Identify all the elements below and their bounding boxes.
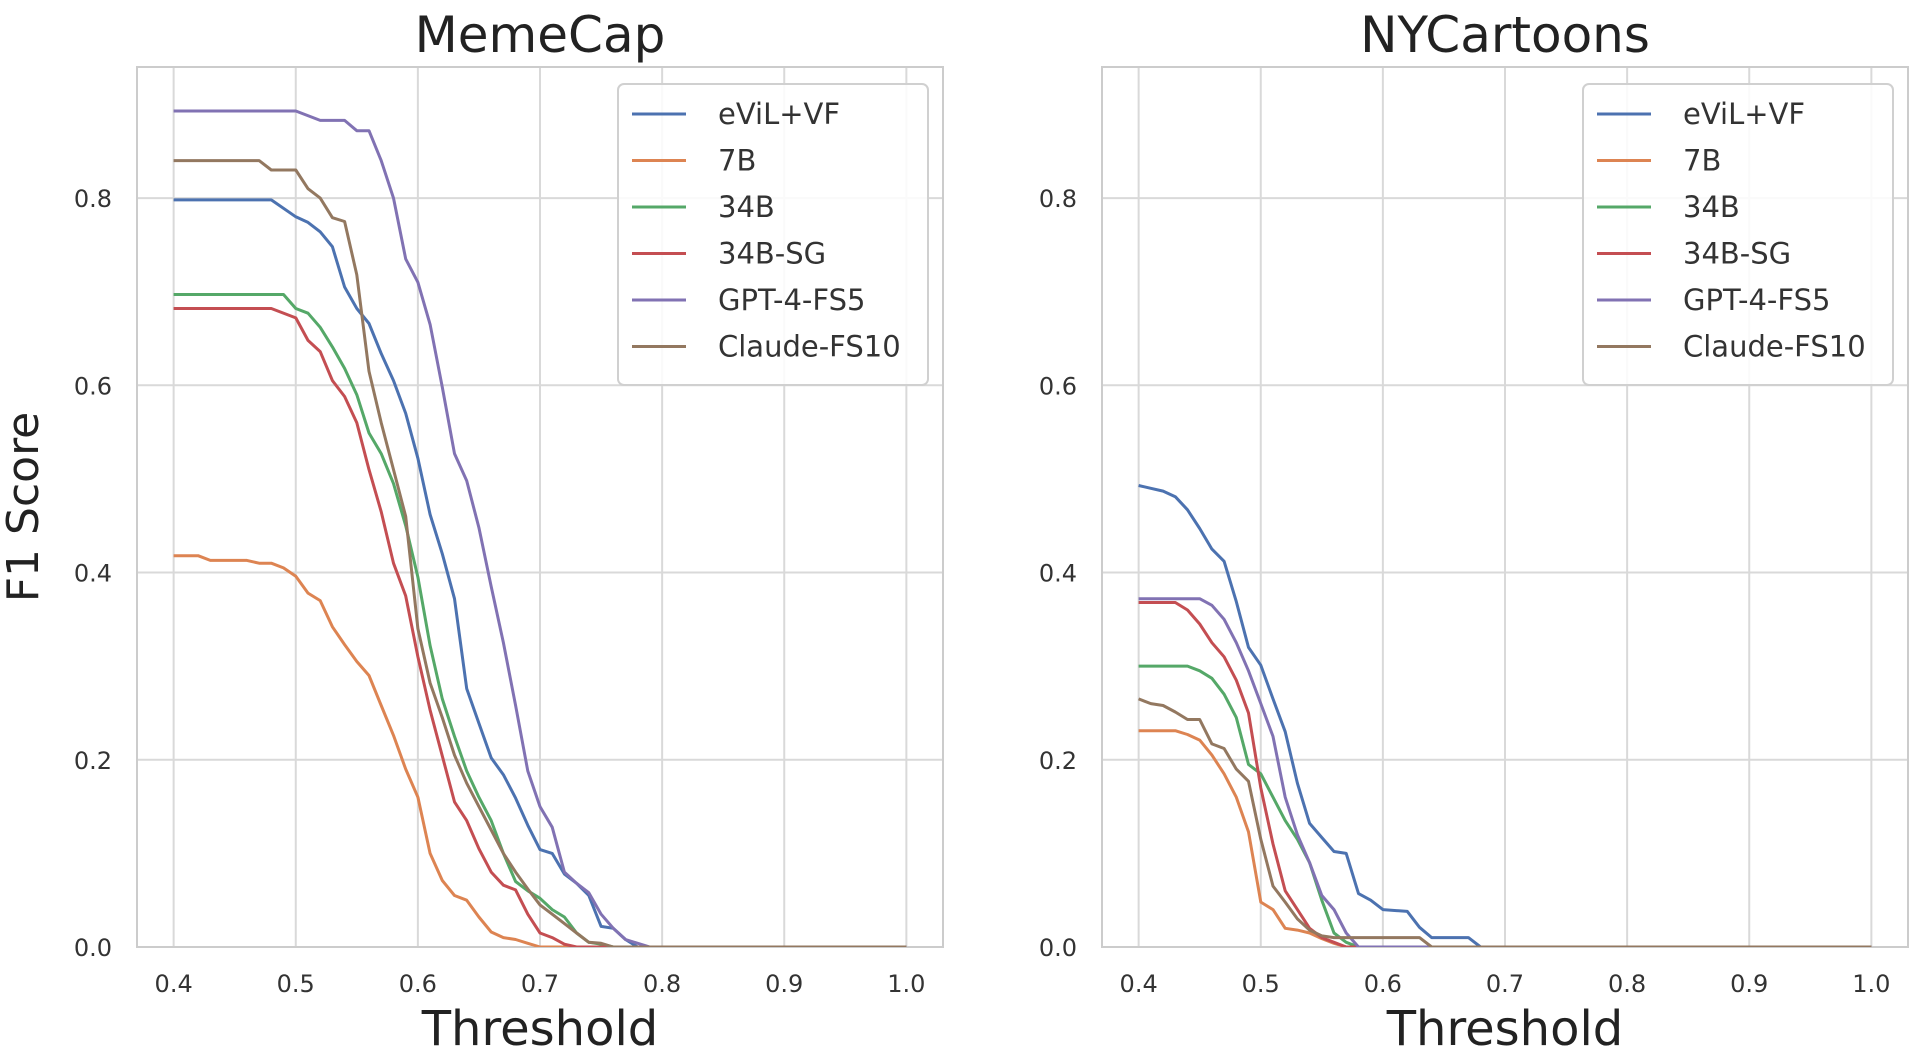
- y-tick-label: 0.6: [1039, 372, 1077, 400]
- x-tick-label: 0.7: [1486, 970, 1524, 998]
- chart-title: MemeCap: [415, 6, 666, 64]
- x-tick-label: 1.0: [887, 970, 925, 998]
- y-tick-label: 0.2: [74, 747, 112, 775]
- y-tick-label: 0.8: [74, 185, 112, 213]
- y-tick-label: 0.0: [74, 934, 112, 962]
- legend-label: eViL+VF: [718, 97, 840, 131]
- x-tick-label: 0.5: [1242, 970, 1280, 998]
- y-tick-label: 0.4: [1039, 560, 1077, 588]
- legend-box: [1582, 83, 1894, 386]
- x-tick-label: 0.6: [1364, 970, 1402, 998]
- x-tick-label: 0.8: [643, 970, 681, 998]
- chart-title: NYCartoons: [1360, 6, 1650, 64]
- legend-label: 34B: [1683, 190, 1740, 224]
- y-axis-label: F1 Score: [0, 412, 49, 603]
- x-axis-label: Threshold: [1386, 1001, 1624, 1057]
- legend: eViL+VF 7B 34B 34B-SG GPT-4-FS5 Claude-FS10: [617, 83, 929, 386]
- legend-label: 34B-SG: [1683, 237, 1791, 271]
- series-line-34b-sg: [173, 307, 907, 947]
- series-line-evil-vf: [173, 198, 907, 947]
- legend-label: GPT-4-FS5: [1683, 283, 1830, 317]
- chart-panel-0: 0.4 0.5 0.6 0.7 0.8 0.9 1.0 0.0 0.2 0.4 0.6 0.8 Meme…: [0, 6, 944, 1057]
- y-tick-label: 0.8: [1039, 185, 1077, 213]
- legend-label: 34B: [718, 190, 775, 224]
- y-tick-label: 0.6: [74, 372, 112, 400]
- series-line-34b-sg: [1138, 601, 1872, 947]
- series-line-evil-vf: [1138, 484, 1872, 947]
- legend-label: GPT-4-FS5: [718, 283, 865, 317]
- x-tick-label: 0.4: [1120, 970, 1158, 998]
- x-axis-label: Threshold: [421, 1001, 659, 1057]
- y-tick-label: 0.0: [1039, 934, 1077, 962]
- series-line-gpt-4-fs5: [173, 109, 907, 947]
- x-tick-label: 0.4: [155, 970, 193, 998]
- legend-box: [617, 83, 929, 386]
- legend-label: eViL+VF: [1683, 97, 1805, 131]
- series-line-claude-fs10: [173, 159, 907, 947]
- x-tick-label: 0.9: [1730, 970, 1768, 998]
- x-tick-label: 0.5: [277, 970, 315, 998]
- x-tick-label: 0.7: [521, 970, 559, 998]
- x-tick-label: 1.0: [1852, 970, 1890, 998]
- series-line-7b: [173, 554, 907, 947]
- y-tick-label: 0.4: [74, 560, 112, 588]
- legend: eViL+VF 7B 34B 34B-SG GPT-4-FS5 Claude-FS10: [1582, 83, 1894, 386]
- x-tick-label: 0.6: [399, 970, 437, 998]
- legend-label: 7B: [718, 144, 756, 178]
- x-tick-label: 0.8: [1608, 970, 1646, 998]
- legend-label: Claude-FS10: [1683, 330, 1866, 364]
- series-line-claude-fs10: [1138, 697, 1872, 947]
- legend-label: Claude-FS10: [718, 330, 901, 364]
- legend-label: 34B-SG: [718, 237, 826, 271]
- series-line-gpt-4-fs5: [1138, 597, 1872, 947]
- legend-label: 7B: [1683, 144, 1721, 178]
- chart-panel-1: 0.4 0.5 0.6 0.7 0.8 0.9 1.0 0.0 0.2 0.4 0.6 0.8 NYCa…: [1039, 6, 1909, 1057]
- series-line-34b: [173, 293, 907, 947]
- x-tick-label: 0.9: [765, 970, 803, 998]
- y-tick-label: 0.2: [1039, 747, 1077, 775]
